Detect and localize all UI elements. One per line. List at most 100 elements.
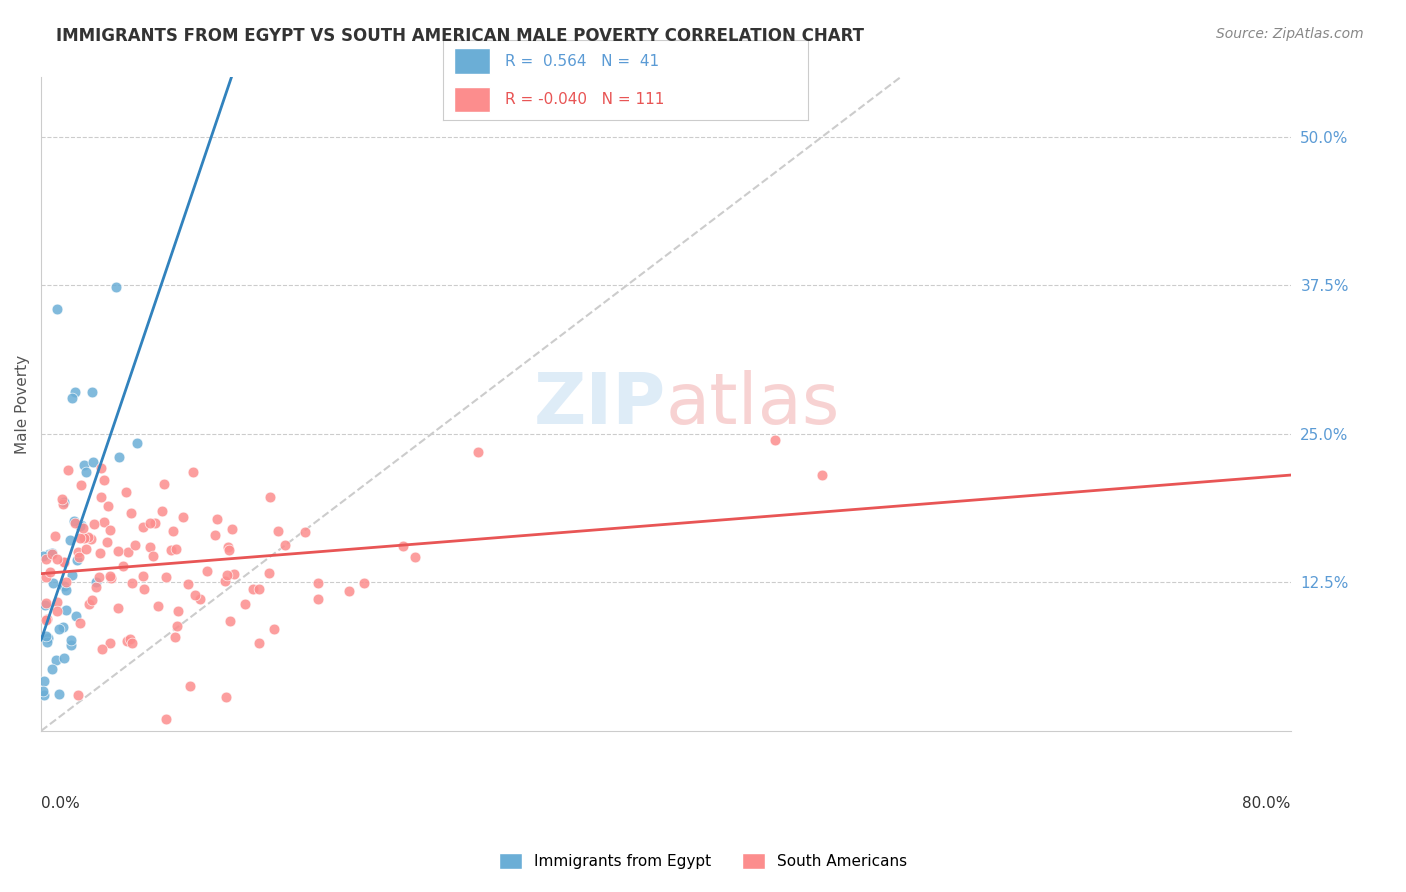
Point xyxy=(104,280,127,294)
Text: R = -0.040   N = 111: R = -0.040 N = 111 xyxy=(505,92,665,107)
Point xyxy=(82,455,104,469)
Point xyxy=(215,568,238,582)
Point xyxy=(204,528,226,542)
Point xyxy=(44,529,66,543)
FancyBboxPatch shape xyxy=(454,48,491,74)
Point xyxy=(179,679,201,693)
Point xyxy=(37,631,59,645)
Point xyxy=(139,541,162,555)
FancyBboxPatch shape xyxy=(454,87,491,112)
Point xyxy=(90,490,112,504)
Point xyxy=(391,539,413,553)
Point xyxy=(73,531,96,545)
Point xyxy=(114,484,136,499)
Point xyxy=(69,531,91,545)
Point xyxy=(80,532,103,546)
Point xyxy=(143,516,166,531)
Point xyxy=(63,514,86,528)
Point xyxy=(41,662,63,676)
Point xyxy=(45,551,67,566)
Text: 0.0%: 0.0% xyxy=(41,797,80,811)
Point xyxy=(195,564,218,578)
Point xyxy=(294,525,316,540)
Point xyxy=(120,506,142,520)
Point xyxy=(150,504,173,518)
Point xyxy=(177,577,200,591)
Point xyxy=(53,651,76,665)
Point xyxy=(93,474,115,488)
Point xyxy=(107,601,129,615)
Point xyxy=(98,636,121,650)
Point xyxy=(205,511,228,525)
Point xyxy=(160,542,183,557)
Point xyxy=(41,547,63,561)
Point xyxy=(48,622,70,636)
Point xyxy=(249,582,271,596)
Point xyxy=(37,612,59,626)
Point xyxy=(181,465,204,479)
Point xyxy=(66,553,89,567)
Point xyxy=(165,630,187,644)
Point xyxy=(89,546,111,560)
Point xyxy=(218,542,240,557)
Point xyxy=(221,522,243,536)
Point xyxy=(155,712,177,726)
Point xyxy=(172,510,194,524)
Point xyxy=(132,520,155,534)
Point xyxy=(52,555,75,569)
Point xyxy=(65,516,87,530)
Point xyxy=(337,584,360,599)
Point xyxy=(353,576,375,591)
Point xyxy=(82,385,104,400)
Point xyxy=(155,569,177,583)
Point xyxy=(134,582,156,596)
Point xyxy=(69,518,91,533)
Point xyxy=(142,549,165,564)
Point xyxy=(90,461,112,475)
Legend: Immigrants from Egypt, South Americans: Immigrants from Egypt, South Americans xyxy=(494,847,912,875)
Text: R =  0.564   N =  41: R = 0.564 N = 41 xyxy=(505,54,659,69)
Text: IMMIGRANTS FROM EGYPT VS SOUTH AMERICAN MALE POVERTY CORRELATION CHART: IMMIGRANTS FROM EGYPT VS SOUTH AMERICAN … xyxy=(56,27,865,45)
Point xyxy=(60,391,83,405)
Point xyxy=(38,547,60,561)
Point xyxy=(218,615,240,629)
Point xyxy=(263,623,285,637)
Point xyxy=(65,385,87,400)
Text: ZIP: ZIP xyxy=(534,369,666,439)
Point xyxy=(75,542,97,557)
Point xyxy=(307,592,329,607)
Point xyxy=(93,516,115,530)
Point xyxy=(34,596,56,610)
Point xyxy=(80,592,103,607)
Point xyxy=(89,570,111,584)
Point xyxy=(35,570,58,584)
Point xyxy=(52,620,75,634)
Point xyxy=(467,444,489,458)
Point xyxy=(45,302,67,317)
Point xyxy=(115,634,138,648)
Point xyxy=(146,599,169,613)
Point xyxy=(31,549,53,563)
Point xyxy=(98,569,121,583)
Point xyxy=(75,466,97,480)
Point xyxy=(38,565,60,579)
Text: Source: ZipAtlas.com: Source: ZipAtlas.com xyxy=(1216,27,1364,41)
Point xyxy=(77,597,100,611)
Point xyxy=(132,568,155,582)
Point xyxy=(48,687,70,701)
Point xyxy=(112,559,135,574)
Point xyxy=(41,545,63,559)
Point xyxy=(73,458,96,473)
Point xyxy=(55,575,77,590)
Point xyxy=(184,588,207,602)
Point xyxy=(35,551,58,566)
Point xyxy=(65,608,87,623)
Point xyxy=(108,450,131,465)
Point xyxy=(60,632,83,647)
Point xyxy=(811,468,834,483)
Point xyxy=(35,629,58,643)
Point xyxy=(34,598,56,612)
Point xyxy=(67,689,90,703)
Point xyxy=(76,530,98,544)
Point xyxy=(66,545,89,559)
